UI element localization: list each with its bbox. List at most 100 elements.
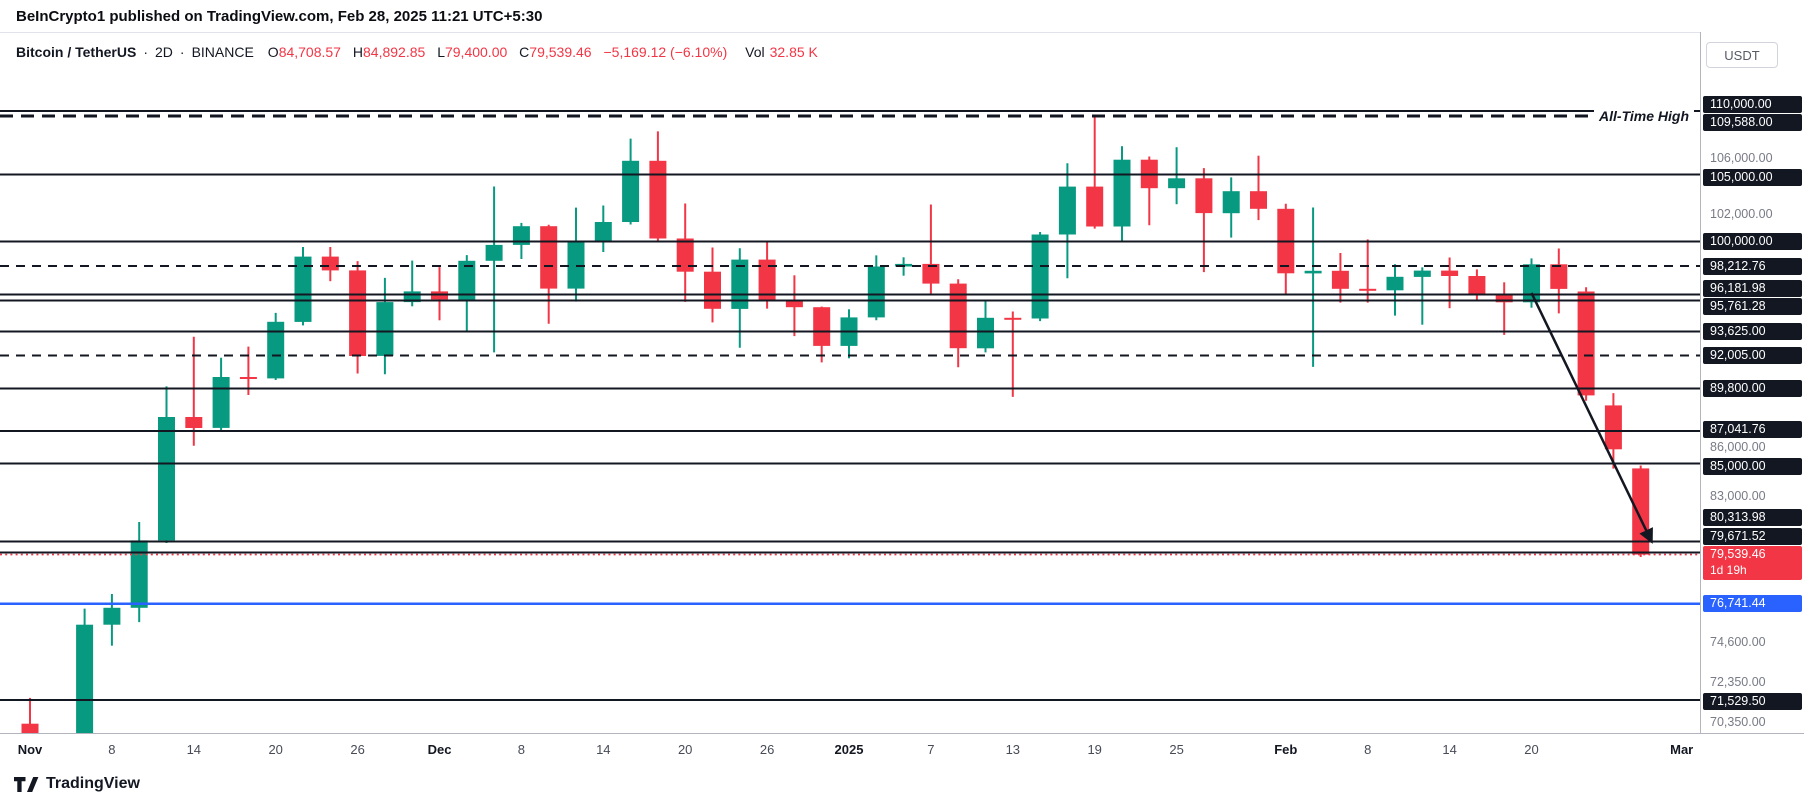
lines-layer <box>0 109 1700 701</box>
candle-up <box>840 309 858 359</box>
symbol-name[interactable]: Bitcoin / TetherUS <box>16 44 137 60</box>
time-label: 14 <box>186 742 202 757</box>
candle-up <box>1222 177 1240 238</box>
price-tick-label: 72,350.00 <box>1710 675 1766 690</box>
time-label: 13 <box>1005 742 1021 757</box>
tradingview-logo-text: TradingView <box>46 775 140 792</box>
legend-separator: · <box>179 44 185 60</box>
interval-label[interactable]: 2D <box>154 44 173 60</box>
candle-down <box>21 697 39 733</box>
candle-up <box>103 594 121 646</box>
candle-up <box>1386 264 1404 316</box>
candle-up <box>1058 163 1076 279</box>
time-label-major: Nov <box>17 742 43 757</box>
candle-up <box>867 255 885 321</box>
current-price-label: 79,539.46 1d 19h <box>1703 546 1802 581</box>
time-label-major: Feb <box>1274 742 1298 757</box>
candle-down <box>1550 248 1568 314</box>
volume-label: Vol <box>745 44 765 60</box>
time-axis[interactable]: Nov 8 14 20 26 Dec 8 14 20 26 2025 7 13 19 25 Feb 8 14 20 M… <box>0 733 1804 765</box>
all-time-high-label[interactable]: All-Time High <box>1594 106 1694 126</box>
low-label: L <box>437 44 445 60</box>
price-line-label: 98,212.76 <box>1703 257 1802 275</box>
price-line-label: 80,313.98 <box>1703 509 1802 527</box>
price-tick-label: 102,000.00 <box>1710 206 1773 221</box>
high-label: H <box>352 44 363 60</box>
high-value: 84,892.85 <box>363 44 426 60</box>
close-label: C <box>519 44 530 60</box>
candle-up <box>594 205 612 252</box>
price-tick-label: 74,600.00 <box>1710 634 1766 649</box>
price-tick-label: 83,000.00 <box>1710 488 1766 503</box>
candle-down <box>949 279 967 368</box>
time-label: 8 <box>1364 742 1372 757</box>
candle-down <box>321 247 339 282</box>
candle-up <box>1523 258 1540 308</box>
candle-down <box>649 131 667 242</box>
candle-down <box>1086 116 1104 229</box>
candle-up <box>403 260 421 307</box>
price-line-label: 92,005.00 <box>1703 346 1802 364</box>
time-label: 26 <box>350 742 365 757</box>
price-line-label: 109,588.00 <box>1703 114 1802 132</box>
price-tick-label: 70,350.00 <box>1710 715 1766 730</box>
candle-up <box>294 247 312 326</box>
candle-down <box>1140 156 1158 226</box>
price-line-label: 95,761.28 <box>1703 298 1802 316</box>
time-label: 20 <box>1524 742 1539 757</box>
chart-widget <box>0 32 1804 765</box>
open-value: 84,708.57 <box>278 44 341 60</box>
candle-down <box>1632 465 1650 557</box>
candle-up <box>485 186 503 353</box>
low-value: 79,400.00 <box>444 44 508 60</box>
time-label: 20 <box>268 742 283 757</box>
candle-down <box>349 261 367 374</box>
candle-up <box>1304 207 1322 367</box>
price-line-label: 87,041.76 <box>1703 420 1802 438</box>
time-label: 25 <box>1169 742 1184 757</box>
candle-down <box>185 336 203 446</box>
price-line-label: 79,671.52 <box>1703 527 1802 545</box>
time-label-major: Mar <box>1670 742 1694 757</box>
candle-up <box>130 522 148 623</box>
annotations-layer <box>1530 292 1653 544</box>
legend-separator: · <box>143 44 148 60</box>
price-line-label: 96,181.98 <box>1703 279 1802 297</box>
currency-usdt-button[interactable]: USDT <box>1706 42 1778 68</box>
price-tick-label: 86,000.00 <box>1710 440 1766 455</box>
candle-down <box>1195 168 1213 273</box>
price-line-label: 105,000.00 <box>1703 168 1802 186</box>
time-label: 20 <box>677 742 693 757</box>
candle-up <box>76 608 94 733</box>
footer: TradingView <box>0 765 1804 803</box>
candle-up <box>267 312 285 380</box>
support-price-label: 76,741.44 <box>1703 595 1802 613</box>
price-axis[interactable]: 110,000.00 109,588.00 106,000.00 105,000.00… <box>1700 32 1804 733</box>
candles-layer <box>21 116 1650 733</box>
open-label: O <box>267 44 279 60</box>
candle-down <box>540 224 558 324</box>
time-label-major: 2025 <box>834 742 864 757</box>
time-label: 26 <box>759 742 775 757</box>
time-label: 8 <box>517 742 526 757</box>
candle-up <box>212 357 230 431</box>
time-label: 14 <box>1442 742 1457 757</box>
candle-down <box>1359 239 1377 303</box>
candle-down <box>1277 203 1295 295</box>
legend: Bitcoin / TetherUS · 2D · BINANCE O84,70… <box>16 44 818 60</box>
tradingview-logo-icon <box>14 776 39 792</box>
candle-down <box>785 275 803 337</box>
candle-down <box>758 241 776 309</box>
candle-up <box>1413 267 1431 325</box>
tradingview-logo[interactable]: TradingView <box>14 775 140 793</box>
candle-up <box>1113 146 1131 242</box>
candle-down <box>1250 155 1267 221</box>
candle-down <box>922 204 940 295</box>
candle-down <box>704 247 721 323</box>
volume-value: 32.85 K <box>769 44 818 60</box>
trend-arrow[interactable] <box>1530 292 1653 544</box>
candle-up <box>567 207 585 302</box>
candle-down <box>676 203 694 302</box>
